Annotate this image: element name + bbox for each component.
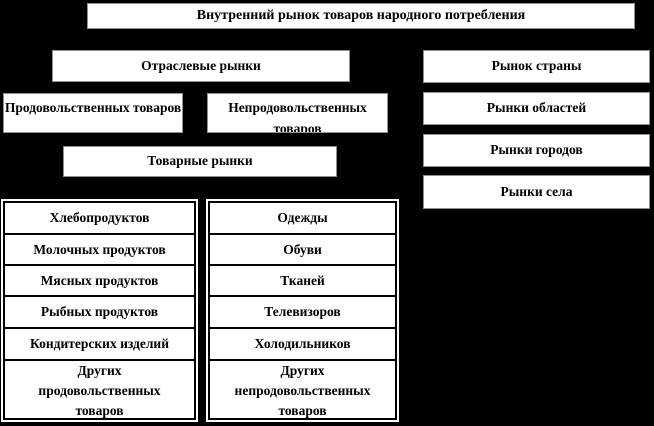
food-markets-table: Хлебопродуктов Молочных продуктов Мясных… (1, 199, 198, 422)
box-commodity-markets: Товарные рынки (63, 146, 337, 177)
table-row: Других непродовольственных товаров (234, 363, 371, 418)
table-row: Мясных продуктов (5, 266, 194, 297)
table-row: Телевизоров (210, 297, 395, 329)
box-internal-consumer-goods-market: Внутренний рынок товаров народного потре… (87, 3, 635, 29)
table-row: Других продовольственных товаров (38, 363, 161, 418)
table-row: Рыбных продуктов (5, 297, 194, 329)
box-country-market: Рынок страны (423, 50, 650, 83)
table-row: Молочных продуктов (5, 235, 194, 266)
box-city-markets: Рынки городов (423, 134, 650, 167)
nonfood-markets-table-grid: Одежды Обуви Тканей Телевизоров Холодиль… (208, 201, 397, 420)
table-row: Холодильников (210, 329, 395, 361)
table-row: Одежды (210, 203, 395, 235)
table-row: Хлебопродуктов (5, 203, 194, 235)
box-village-markets: Рынки села (423, 175, 650, 209)
table-row: Кондитерских изделий (5, 329, 194, 361)
box-region-markets: Рынки областей (423, 92, 650, 125)
nonfood-markets-table: Одежды Обуви Тканей Телевизоров Холодиль… (206, 199, 399, 422)
table-row: Тканей (210, 266, 395, 297)
box-food-goods: Продовольственных товаров (3, 93, 183, 133)
food-markets-table-grid: Хлебопродуктов Молочных продуктов Мясных… (3, 201, 196, 420)
box-industry-markets: Отраслевые рынки (52, 50, 350, 82)
box-nonfood-goods: Непродовольственных товаров (207, 93, 388, 133)
table-row: Обуви (210, 235, 395, 266)
